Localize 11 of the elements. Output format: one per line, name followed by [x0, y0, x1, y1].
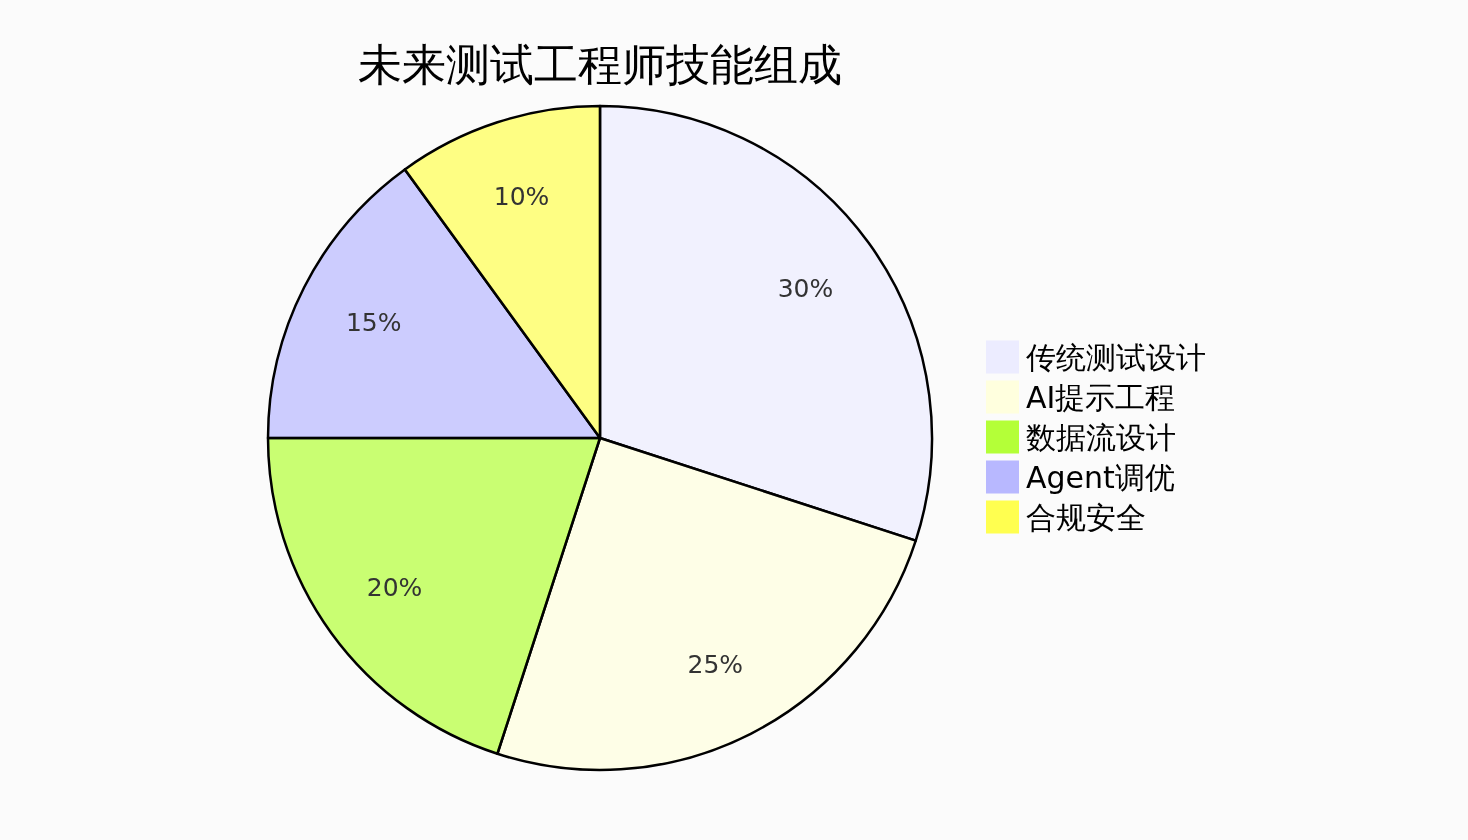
data-label: 25%	[687, 649, 744, 679]
data-label: 15%	[345, 308, 402, 338]
legend-label: 数据流设计	[1026, 419, 1176, 455]
slice-label: 传统测试设计	[1026, 339, 1206, 375]
data-label: 30%	[777, 274, 834, 304]
legend-label: AI提示工程	[1026, 379, 1176, 415]
chart-title: 未来测试工程师技能组成	[358, 39, 842, 90]
data-label: 20%	[366, 572, 423, 602]
legend-label: 合规安全	[1026, 499, 1146, 535]
legend-label: Agent调优	[1026, 459, 1175, 495]
data-label: 10%	[493, 181, 550, 211]
